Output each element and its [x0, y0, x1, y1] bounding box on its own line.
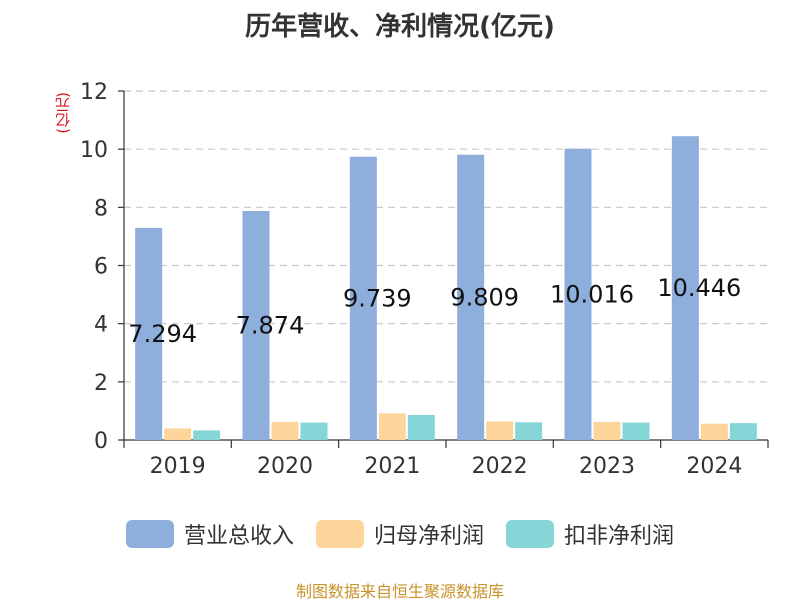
bar-2-2020 [300, 422, 328, 440]
x-tick-label: 2020 [257, 454, 313, 479]
legend-item-deducted-profit[interactable]: 扣非净利润 [506, 518, 674, 550]
data-label: 9.739 [343, 284, 412, 312]
data-label: 10.016 [550, 280, 634, 308]
y-tick-label: 4 [94, 313, 108, 338]
legend: 营业总收入 归母净利润 扣非净利润 [0, 518, 800, 550]
bar-0-2020 [242, 210, 270, 440]
bar-1-2024 [700, 423, 728, 440]
legend-swatch-net-profit [315, 520, 364, 548]
bar-0-2023 [564, 148, 592, 440]
y-tick-label: 0 [94, 429, 108, 454]
chart-title: 历年营收、净利情况(亿元) [245, 12, 555, 42]
data-label: 7.294 [128, 320, 197, 348]
bar-0-2024 [671, 136, 699, 440]
bar-2-2019 [193, 430, 221, 440]
bar-2-2022 [515, 422, 543, 440]
source-note: 制图数据来自恒生聚源数据库 [295, 582, 504, 601]
legend-swatch-revenue [125, 520, 174, 548]
y-tick-label: 6 [94, 255, 108, 280]
y-tick-label: 10 [80, 138, 108, 163]
legend-item-net-profit[interactable]: 归母净利润 [315, 518, 484, 550]
x-tick-label: 2019 [150, 454, 206, 479]
bar-2-2024 [729, 423, 757, 440]
bar-0-2019 [135, 227, 163, 440]
legend-label-deducted-profit: 扣非净利润 [564, 524, 675, 549]
legend-item-revenue[interactable]: 营业总收入 [125, 518, 294, 550]
bar-1-2021 [378, 413, 406, 440]
legend-swatch-deducted-profit [506, 520, 554, 548]
bar-0-2022 [457, 154, 485, 440]
x-tick-label: 2024 [686, 454, 742, 479]
bar-1-2022 [486, 421, 514, 440]
legend-label-net-profit: 归母净利润 [373, 524, 484, 549]
bar-1-2019 [164, 428, 192, 440]
bar-2-2021 [407, 414, 435, 440]
y-tick-label: 2 [94, 371, 108, 396]
data-label: 10.446 [657, 274, 741, 302]
y-tick-label: 8 [94, 196, 108, 221]
bar-1-2020 [271, 421, 299, 440]
x-tick-label: 2022 [472, 454, 528, 479]
x-tick-label: 2021 [364, 454, 420, 479]
y-tick-label: 12 [80, 80, 108, 105]
x-tick-label: 2023 [579, 454, 635, 479]
data-label: 9.809 [450, 283, 519, 311]
data-label: 7.874 [236, 311, 305, 339]
bar-1-2023 [593, 421, 621, 440]
legend-label-revenue: 营业总收入 [183, 524, 294, 549]
bar-2-2023 [622, 422, 650, 440]
bar-0-2021 [349, 156, 377, 440]
